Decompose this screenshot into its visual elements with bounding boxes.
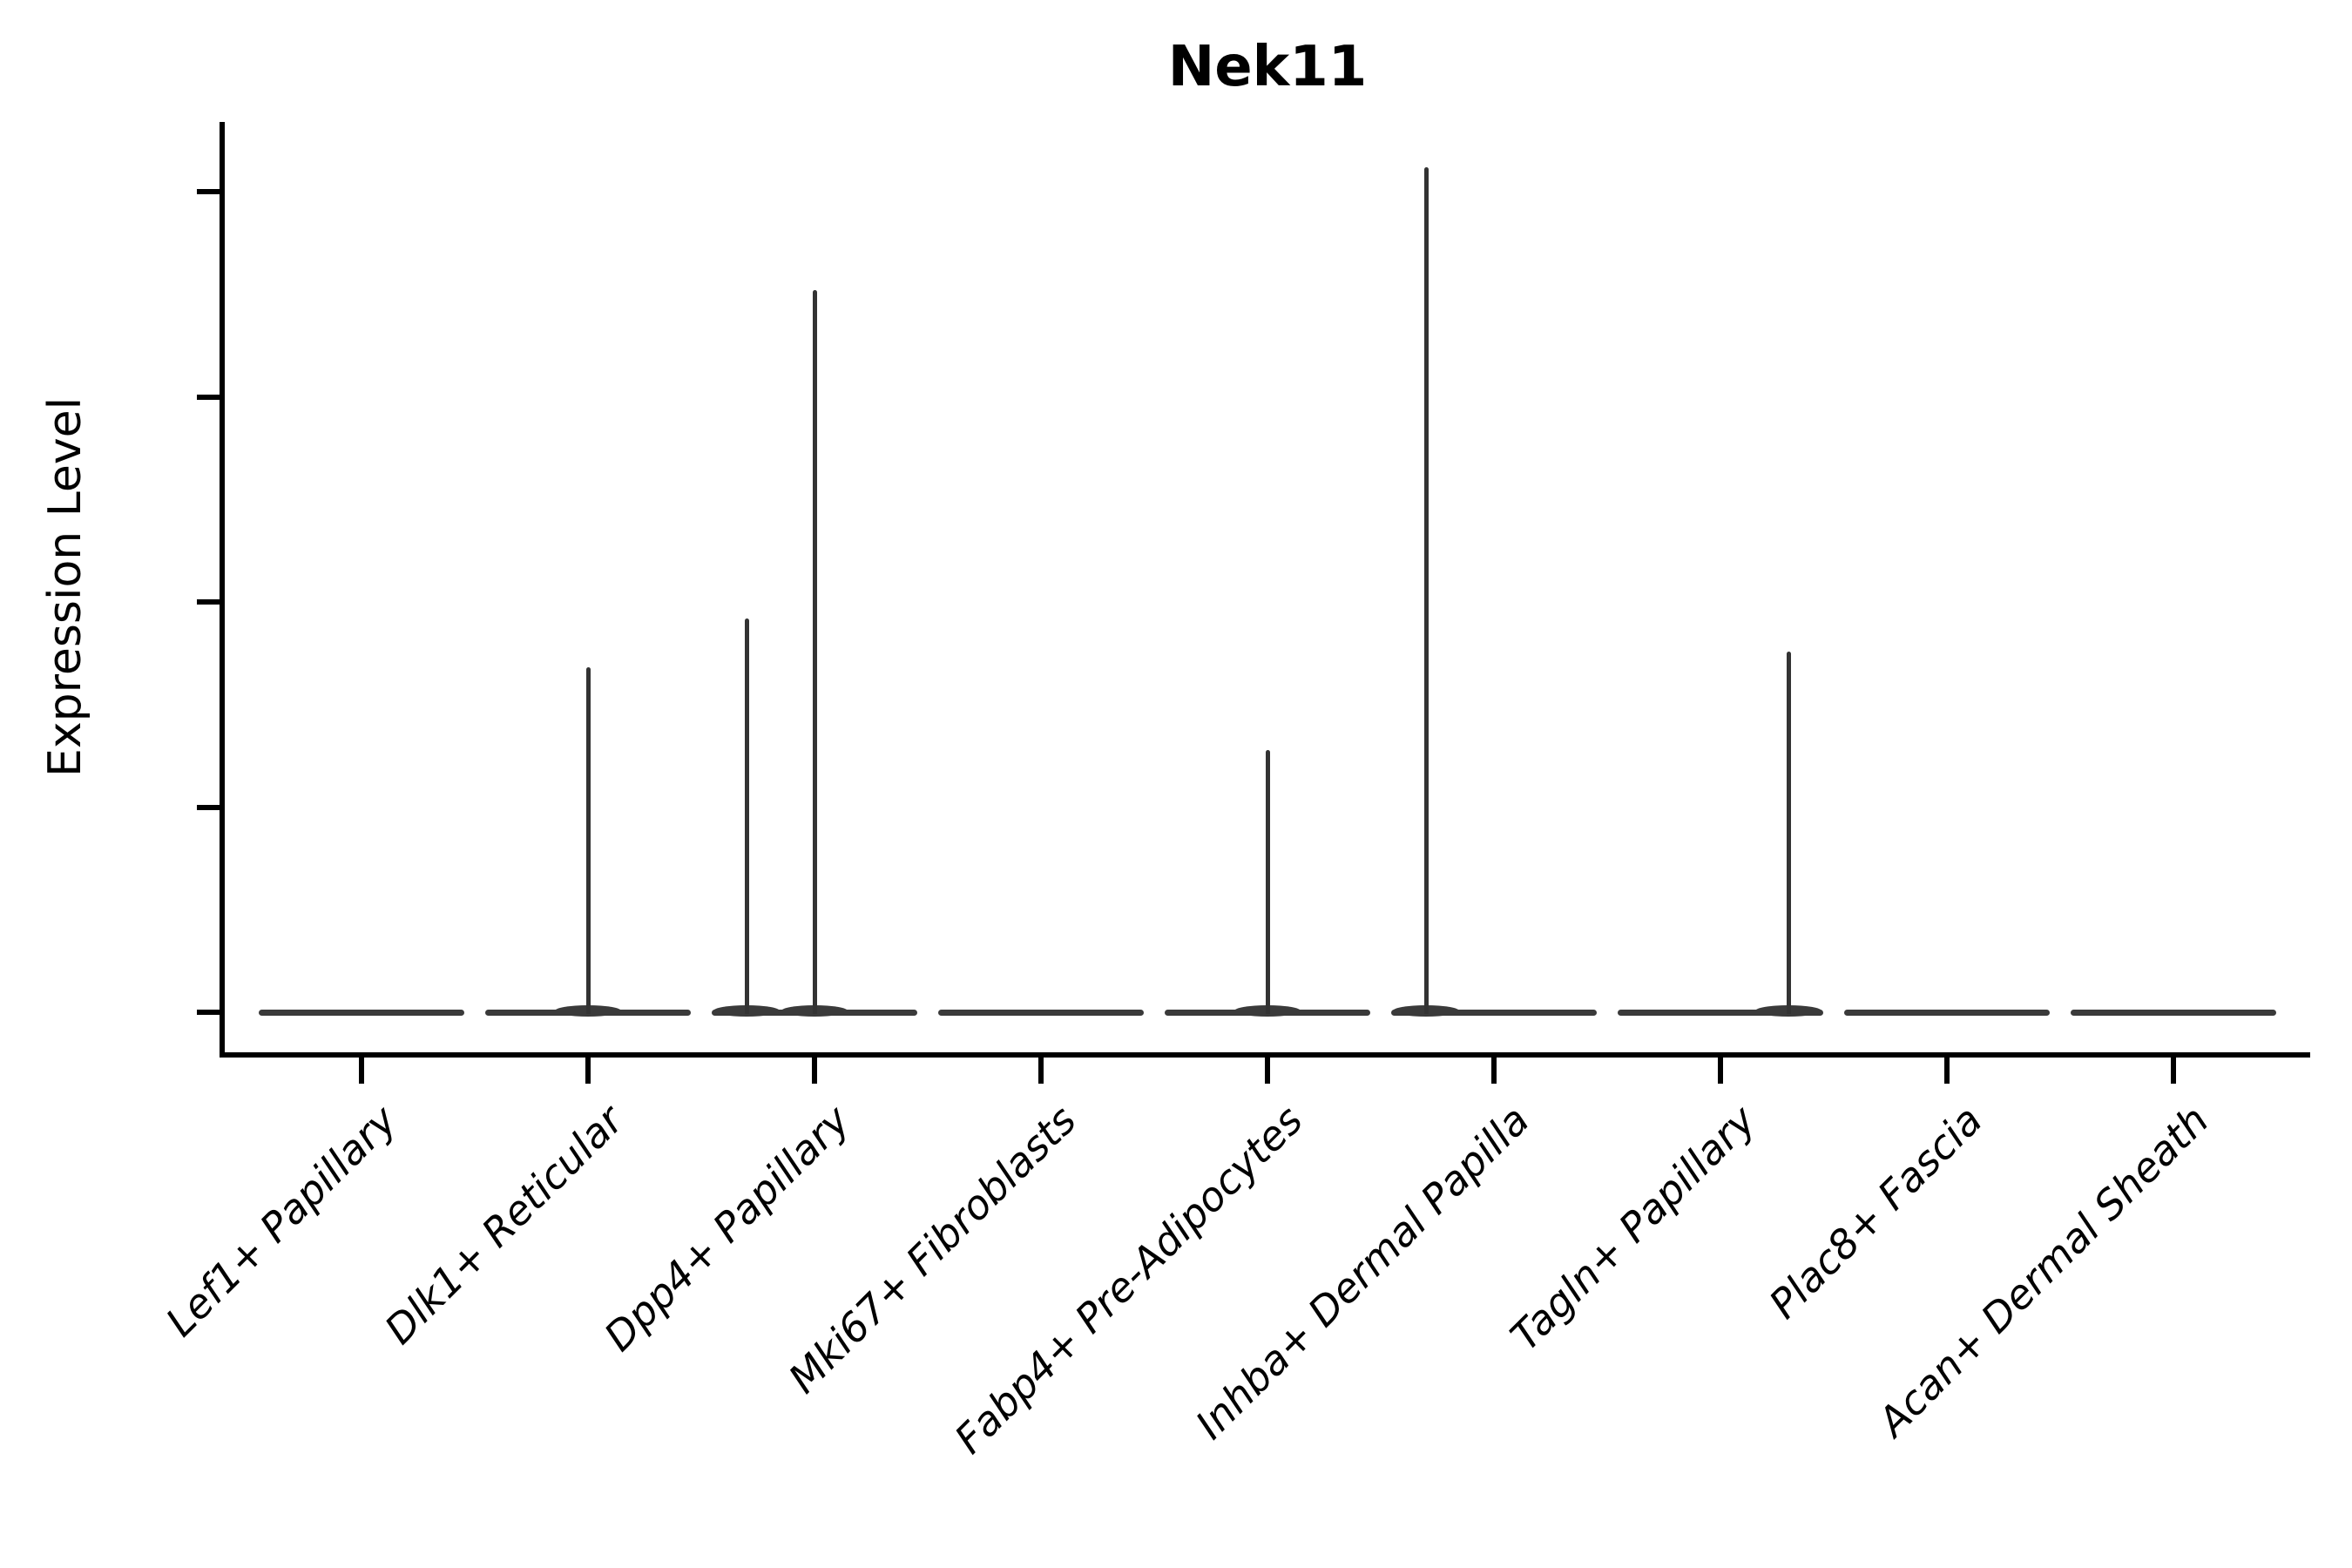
- axis-left-spine: [220, 122, 225, 1058]
- violin-body: [2071, 1009, 2276, 1016]
- axis-bottom-spine: [220, 1052, 2310, 1058]
- x-tick: [1265, 1058, 1270, 1084]
- violin-spike: [812, 290, 817, 1014]
- violin-spike: [1786, 651, 1791, 1014]
- violin-body: [938, 1009, 1144, 1016]
- x-tick-label: Plac8+ Fascia: [1760, 1096, 1991, 1328]
- x-tick: [359, 1058, 364, 1084]
- violin-spike: [744, 618, 749, 1014]
- x-tick: [1491, 1058, 1497, 1084]
- x-tick-label: Dlk1+ Reticular: [375, 1096, 632, 1354]
- x-tick: [1944, 1058, 1950, 1084]
- violin-spike: [1423, 166, 1429, 1014]
- x-tick: [585, 1058, 591, 1084]
- violin-spike: [585, 667, 591, 1014]
- x-tick: [1038, 1058, 1044, 1084]
- x-tick: [2171, 1058, 2176, 1084]
- y-tick: [197, 189, 220, 194]
- chart-title: Nek11: [1167, 35, 1368, 99]
- violin-body: [1618, 1009, 1823, 1016]
- x-tick-label: Dpp4+ Papillary: [595, 1096, 859, 1361]
- x-tick-label: Lef1+ Papillary: [156, 1096, 406, 1346]
- violin-body: [1391, 1009, 1597, 1016]
- y-tick: [197, 804, 220, 810]
- x-tick: [1718, 1058, 1723, 1084]
- x-tick: [812, 1058, 817, 1084]
- y-tick: [197, 599, 220, 605]
- y-tick: [197, 1010, 220, 1015]
- violin-body: [1844, 1009, 2050, 1016]
- x-tick-label: Tagln+ Papillary: [1501, 1096, 1765, 1360]
- violin-spike: [1265, 749, 1270, 1014]
- y-axis-title: Expression Level: [39, 396, 91, 778]
- violin-body: [259, 1009, 464, 1016]
- y-tick: [197, 394, 220, 400]
